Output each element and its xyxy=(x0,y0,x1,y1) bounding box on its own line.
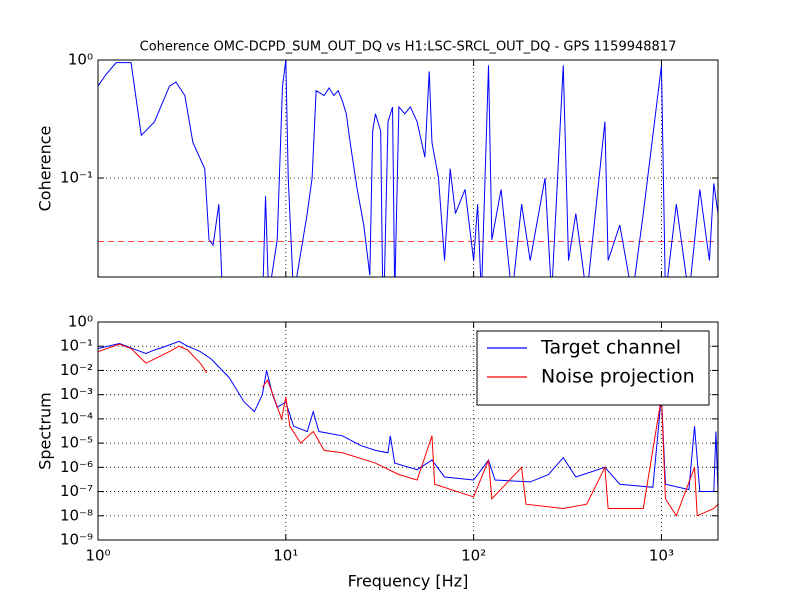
axes-frame xyxy=(97,321,719,541)
y-tick-label: 10⁻³ xyxy=(60,385,93,403)
y-tick-label: 10⁻⁸ xyxy=(60,506,93,524)
axes-frame xyxy=(97,59,719,278)
legend-label: Target channel xyxy=(540,337,681,359)
y-tick-label: 10⁰ xyxy=(68,51,93,69)
legend-label: Noise projection xyxy=(541,366,695,388)
y-tick-label: 10⁻² xyxy=(60,361,93,379)
x-tick-label: 10² xyxy=(461,547,486,565)
x-tick-label: 10⁰ xyxy=(85,547,110,565)
y-tick-label: 10⁻⁹ xyxy=(60,531,93,549)
y-tick-label: 10⁻⁶ xyxy=(60,458,93,476)
chart-title: Coherence OMC-DCPD_SUM_OUT_DQ vs H1:LSC-… xyxy=(140,40,677,55)
y-tick-label: 10⁰ xyxy=(68,313,93,331)
x-tick-label: 10¹ xyxy=(273,547,298,565)
y-tick-label: 10⁻⁵ xyxy=(60,434,93,452)
series-line xyxy=(98,340,718,493)
y-tick-label: 10⁻⁴ xyxy=(60,409,93,427)
x-axis-label: Frequency [Hz] xyxy=(348,572,469,591)
legend-box xyxy=(476,330,710,406)
y-tick-label: 10⁻¹ xyxy=(60,169,93,187)
series-line xyxy=(98,60,718,277)
series-line xyxy=(98,343,718,517)
x-tick-label: 10³ xyxy=(649,547,674,565)
y-axis-label: Coherence xyxy=(36,126,55,212)
y-tick-label: 10⁻⁷ xyxy=(60,482,93,500)
y-tick-label: 10⁻¹ xyxy=(60,337,93,355)
y-axis-label: Spectrum xyxy=(36,392,55,470)
